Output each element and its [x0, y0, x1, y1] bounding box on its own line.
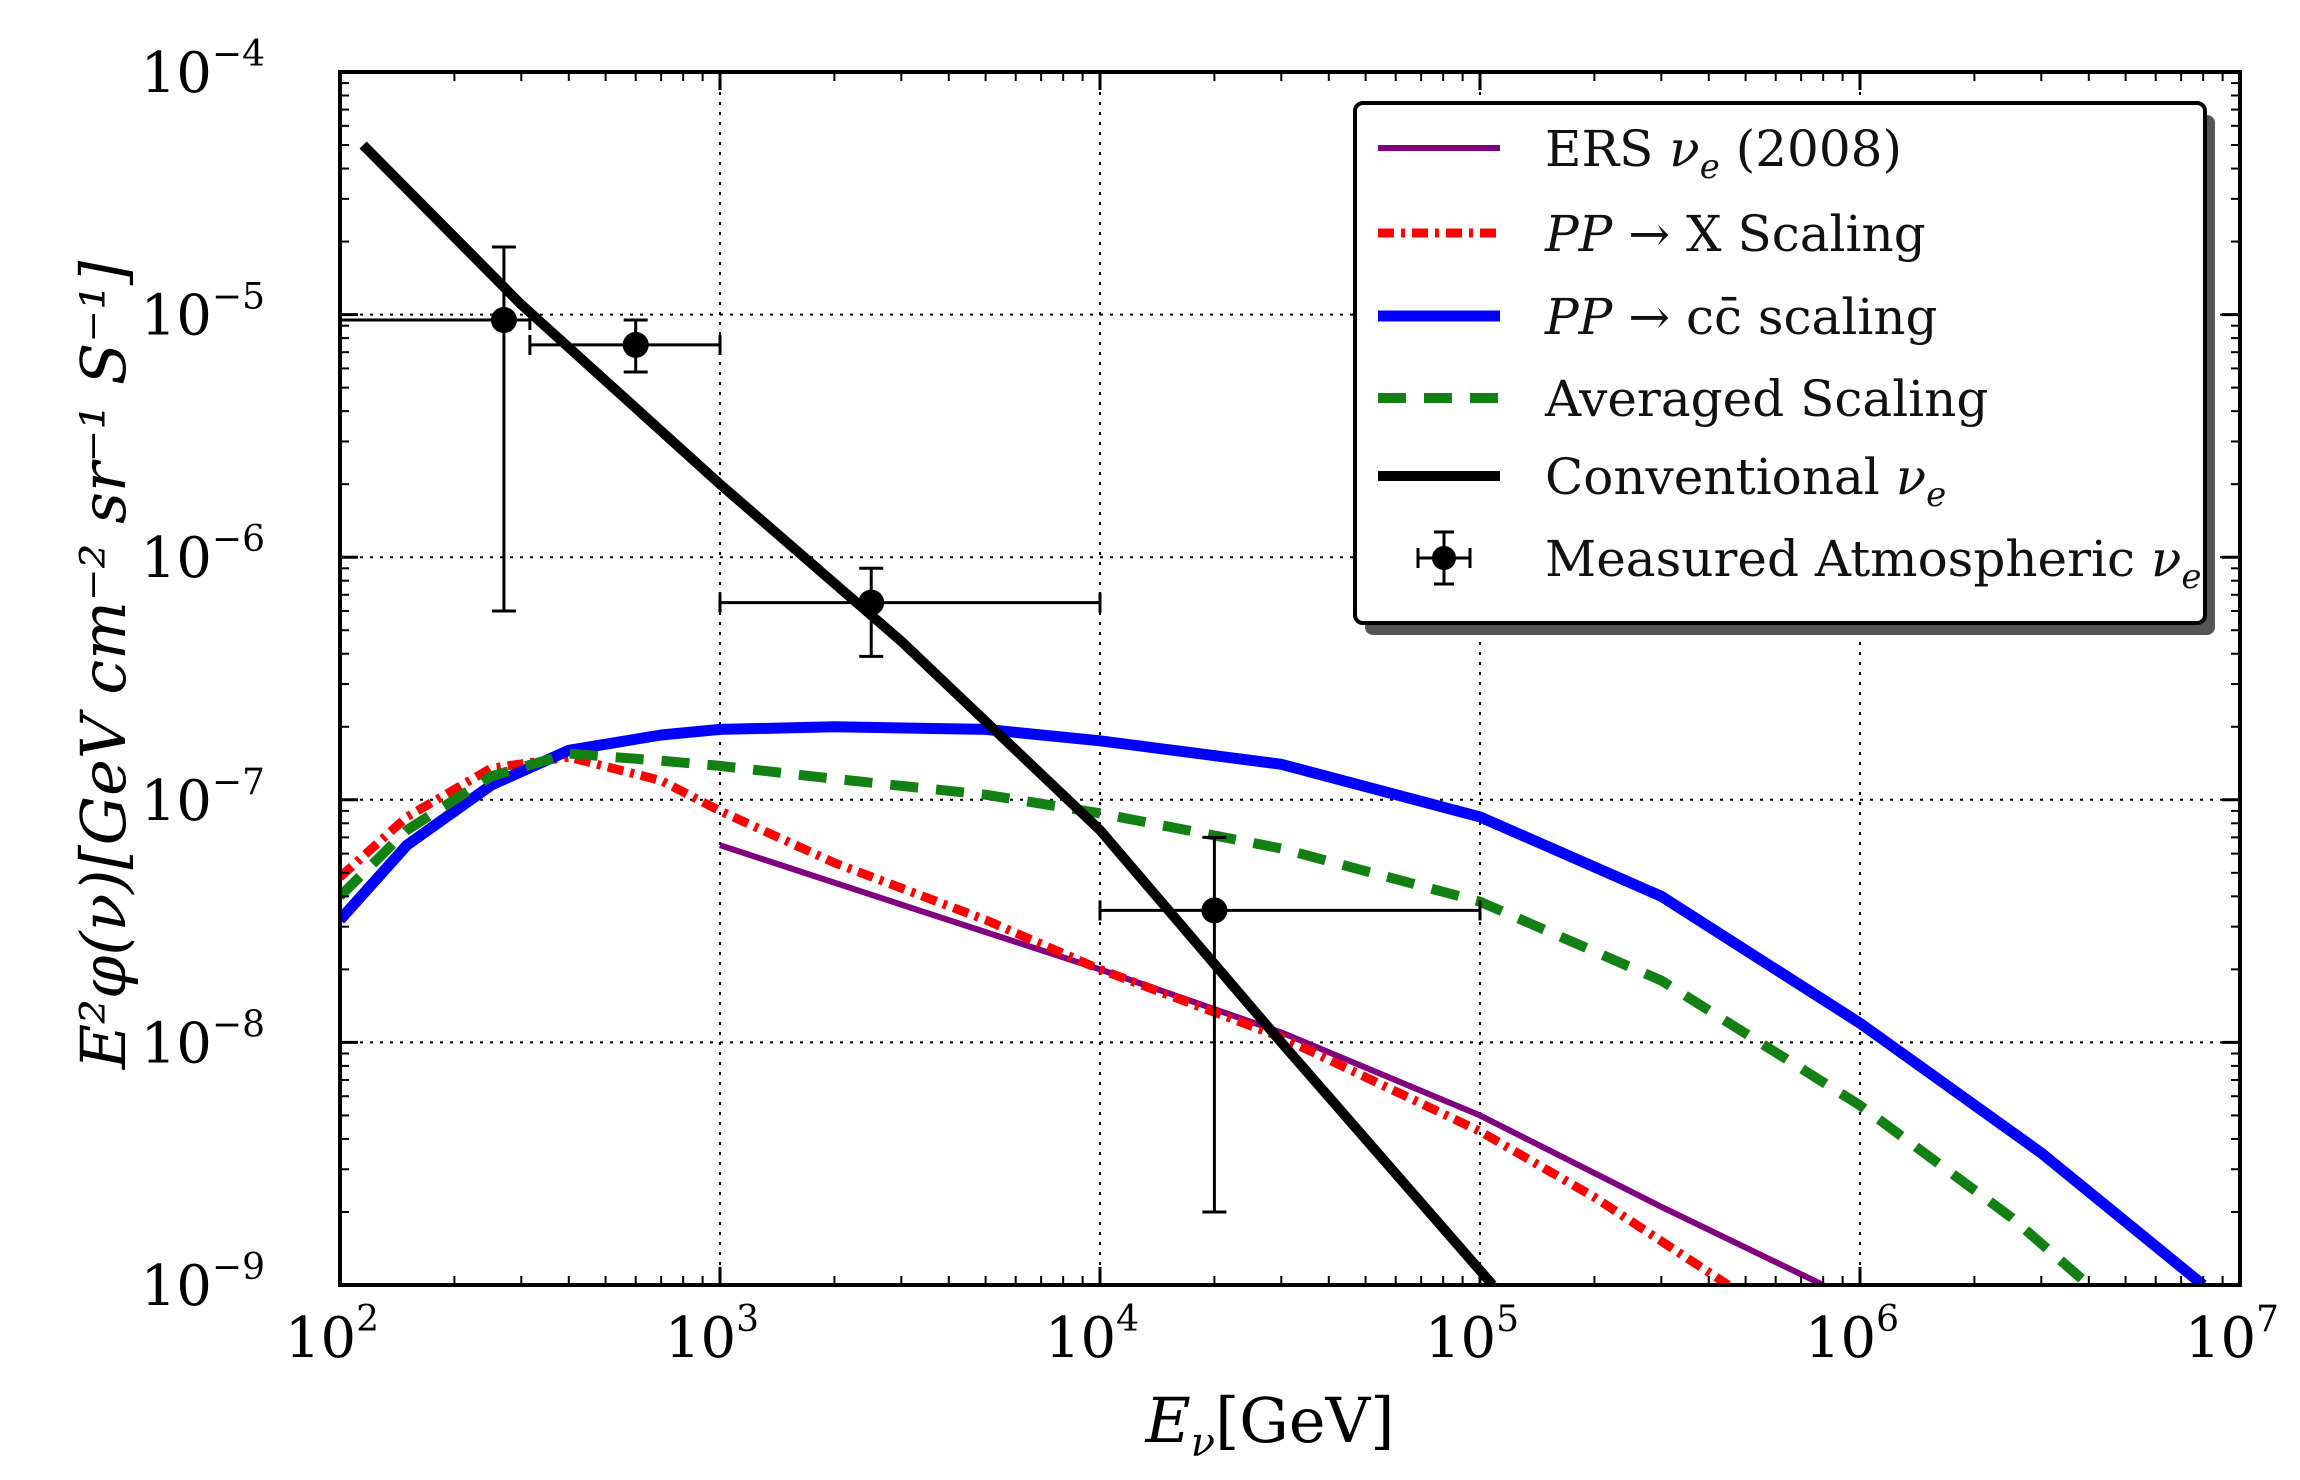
legend-label-post: → cc̄ scaling [1612, 288, 1937, 346]
y-tick-label: 10−4 [141, 34, 265, 106]
series-layer [340, 141, 2207, 1285]
x-axis-label: Eν[GeV] [1145, 1384, 1395, 1466]
series-line-0 [719, 842, 1825, 1285]
series-line-1 [340, 752, 1731, 1285]
series-line-2 [340, 721, 2207, 1285]
y-tick-label-base: 10 [141, 1254, 212, 1319]
y-tick-label-base: 10 [141, 1011, 212, 1076]
y-tick-label-exp: −9 [212, 1247, 265, 1288]
x-axis-label-unit: [GeV] [1215, 1384, 1394, 1457]
x-tick-label-exp: 2 [356, 1299, 379, 1340]
legend-label-pre: ERS [1545, 120, 1669, 178]
legend-box [1353, 101, 2207, 625]
ticks [338, 70, 2242, 1287]
y-tick-label: 10−6 [141, 519, 265, 591]
y-tick-label: 10−7 [141, 762, 265, 834]
legend-label-1: PP → X Scaling [1544, 205, 1926, 263]
legend-label-post: → X Scaling [1612, 205, 1925, 263]
x-axis-label-main: E [1145, 1384, 1191, 1457]
legend-label-pre: Averaged Scaling [1544, 370, 1988, 428]
legend-label-3: Averaged Scaling [1544, 370, 1988, 428]
measured-point-0 [490, 307, 517, 334]
legend-label-sub: e [1700, 147, 1720, 187]
x-tick-label-base: 10 [665, 1306, 736, 1371]
y-tick-label-base: 10 [141, 284, 212, 349]
x-tick-label-base: 10 [2185, 1306, 2256, 1371]
y-tick-labels: 10−910−810−710−610−510−4 [141, 34, 265, 1319]
legend-label-math: ν [1896, 448, 1926, 506]
y-tick-label-exp: −4 [212, 34, 265, 75]
x-tick-label: 107 [2185, 1299, 2279, 1371]
legend-label-pre: Measured Atmospheric [1545, 530, 2151, 588]
legend-label-4: Conventional νe [1545, 448, 1946, 515]
x-tick-label-base: 10 [1805, 1306, 1876, 1371]
legend-swatch-marker [1432, 546, 1456, 570]
legend-label-sub: e [1926, 475, 1946, 515]
x-tick-label: 106 [1805, 1299, 1899, 1371]
y-tick-label-exp: −5 [212, 277, 265, 318]
measured-point-2 [858, 589, 885, 616]
legend-label-2: PP → cc̄ scaling [1544, 288, 1938, 346]
legend-label-math: ν [1669, 120, 1699, 178]
y-tick-label-exp: −8 [212, 1004, 265, 1045]
legend-label-math: PP [1544, 205, 1614, 263]
x-tick-label-exp: 6 [1876, 1299, 1899, 1340]
legend-label-post: (2008) [1720, 120, 1902, 178]
y-tick-label: 10−5 [141, 277, 265, 349]
legend-label-5: Measured Atmospheric νe [1545, 530, 2201, 597]
x-tick-label-exp: 4 [1116, 1299, 1139, 1340]
series-line-3 [340, 748, 2093, 1285]
y-tick-label: 10−9 [141, 1247, 265, 1319]
x-tick-label-base: 10 [1045, 1306, 1116, 1371]
legend-label-math: ν [2151, 530, 2181, 588]
y-tick-label-exp: −7 [212, 762, 265, 803]
x-tick-label-exp: 5 [1496, 1299, 1519, 1340]
x-tick-label-base: 10 [285, 1306, 356, 1371]
y-tick-label-base: 10 [141, 41, 212, 106]
measured-point-1 [622, 331, 649, 358]
x-tick-label: 102 [285, 1299, 379, 1371]
x-tick-label-base: 10 [1425, 1306, 1496, 1371]
x-axis-label-sub: ν [1191, 1420, 1215, 1466]
x-tick-labels: 102 103 104 105 106 107 [285, 1299, 2279, 1371]
x-tick-label: 105 [1425, 1299, 1519, 1371]
y-tick-label: 10−8 [141, 1004, 265, 1076]
x-tick-label: 104 [1045, 1299, 1139, 1371]
y-tick-label-exp: −6 [212, 519, 265, 560]
y-axis-label: E²φ(ν)[GeV cm⁻² sr⁻¹ S⁻¹] [67, 260, 140, 1070]
y-tick-label-base: 10 [141, 526, 212, 591]
measured-point-3 [1201, 897, 1228, 924]
y-tick-label-base: 10 [141, 769, 212, 834]
x-tick-label-exp: 7 [2256, 1299, 2279, 1340]
x-tick-label-exp: 3 [736, 1299, 759, 1340]
x-tick-label: 103 [665, 1299, 759, 1371]
legend-label-sub: e [2181, 557, 2201, 597]
plot-frame [338, 70, 2242, 1287]
series-line-4 [359, 141, 1497, 1285]
legend-label-math: PP [1544, 288, 1614, 346]
legend-label-0: ERS νe (2008) [1545, 120, 1902, 187]
legend-label-pre: Conventional [1545, 448, 1896, 506]
